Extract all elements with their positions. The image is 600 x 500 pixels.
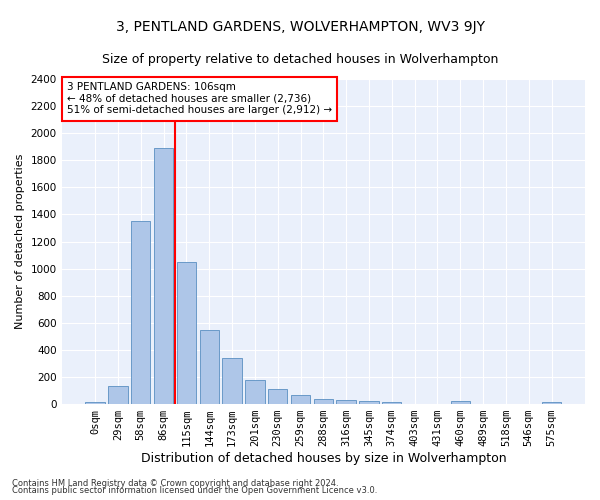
Bar: [268, 388, 287, 404]
X-axis label: Distribution of detached houses by size in Wolverhampton: Distribution of detached houses by size …: [140, 452, 506, 465]
Bar: [177, 262, 196, 404]
Bar: [108, 386, 128, 404]
Bar: [337, 400, 356, 404]
Text: Contains public sector information licensed under the Open Government Licence v3: Contains public sector information licen…: [12, 486, 377, 495]
Text: 3, PENTLAND GARDENS, WOLVERHAMPTON, WV3 9JY: 3, PENTLAND GARDENS, WOLVERHAMPTON, WV3 …: [115, 20, 485, 34]
Bar: [359, 400, 379, 404]
Bar: [223, 358, 242, 404]
Bar: [451, 402, 470, 404]
Bar: [382, 402, 401, 404]
Bar: [245, 380, 265, 404]
Text: Contains HM Land Registry data © Crown copyright and database right 2024.: Contains HM Land Registry data © Crown c…: [12, 478, 338, 488]
Bar: [200, 330, 219, 404]
Text: Size of property relative to detached houses in Wolverhampton: Size of property relative to detached ho…: [102, 52, 498, 66]
Bar: [291, 396, 310, 404]
Bar: [154, 148, 173, 404]
Bar: [542, 402, 561, 404]
Bar: [85, 402, 105, 404]
Bar: [131, 221, 151, 404]
Text: 3 PENTLAND GARDENS: 106sqm
← 48% of detached houses are smaller (2,736)
51% of s: 3 PENTLAND GARDENS: 106sqm ← 48% of deta…: [67, 82, 332, 116]
Y-axis label: Number of detached properties: Number of detached properties: [15, 154, 25, 329]
Bar: [314, 398, 333, 404]
